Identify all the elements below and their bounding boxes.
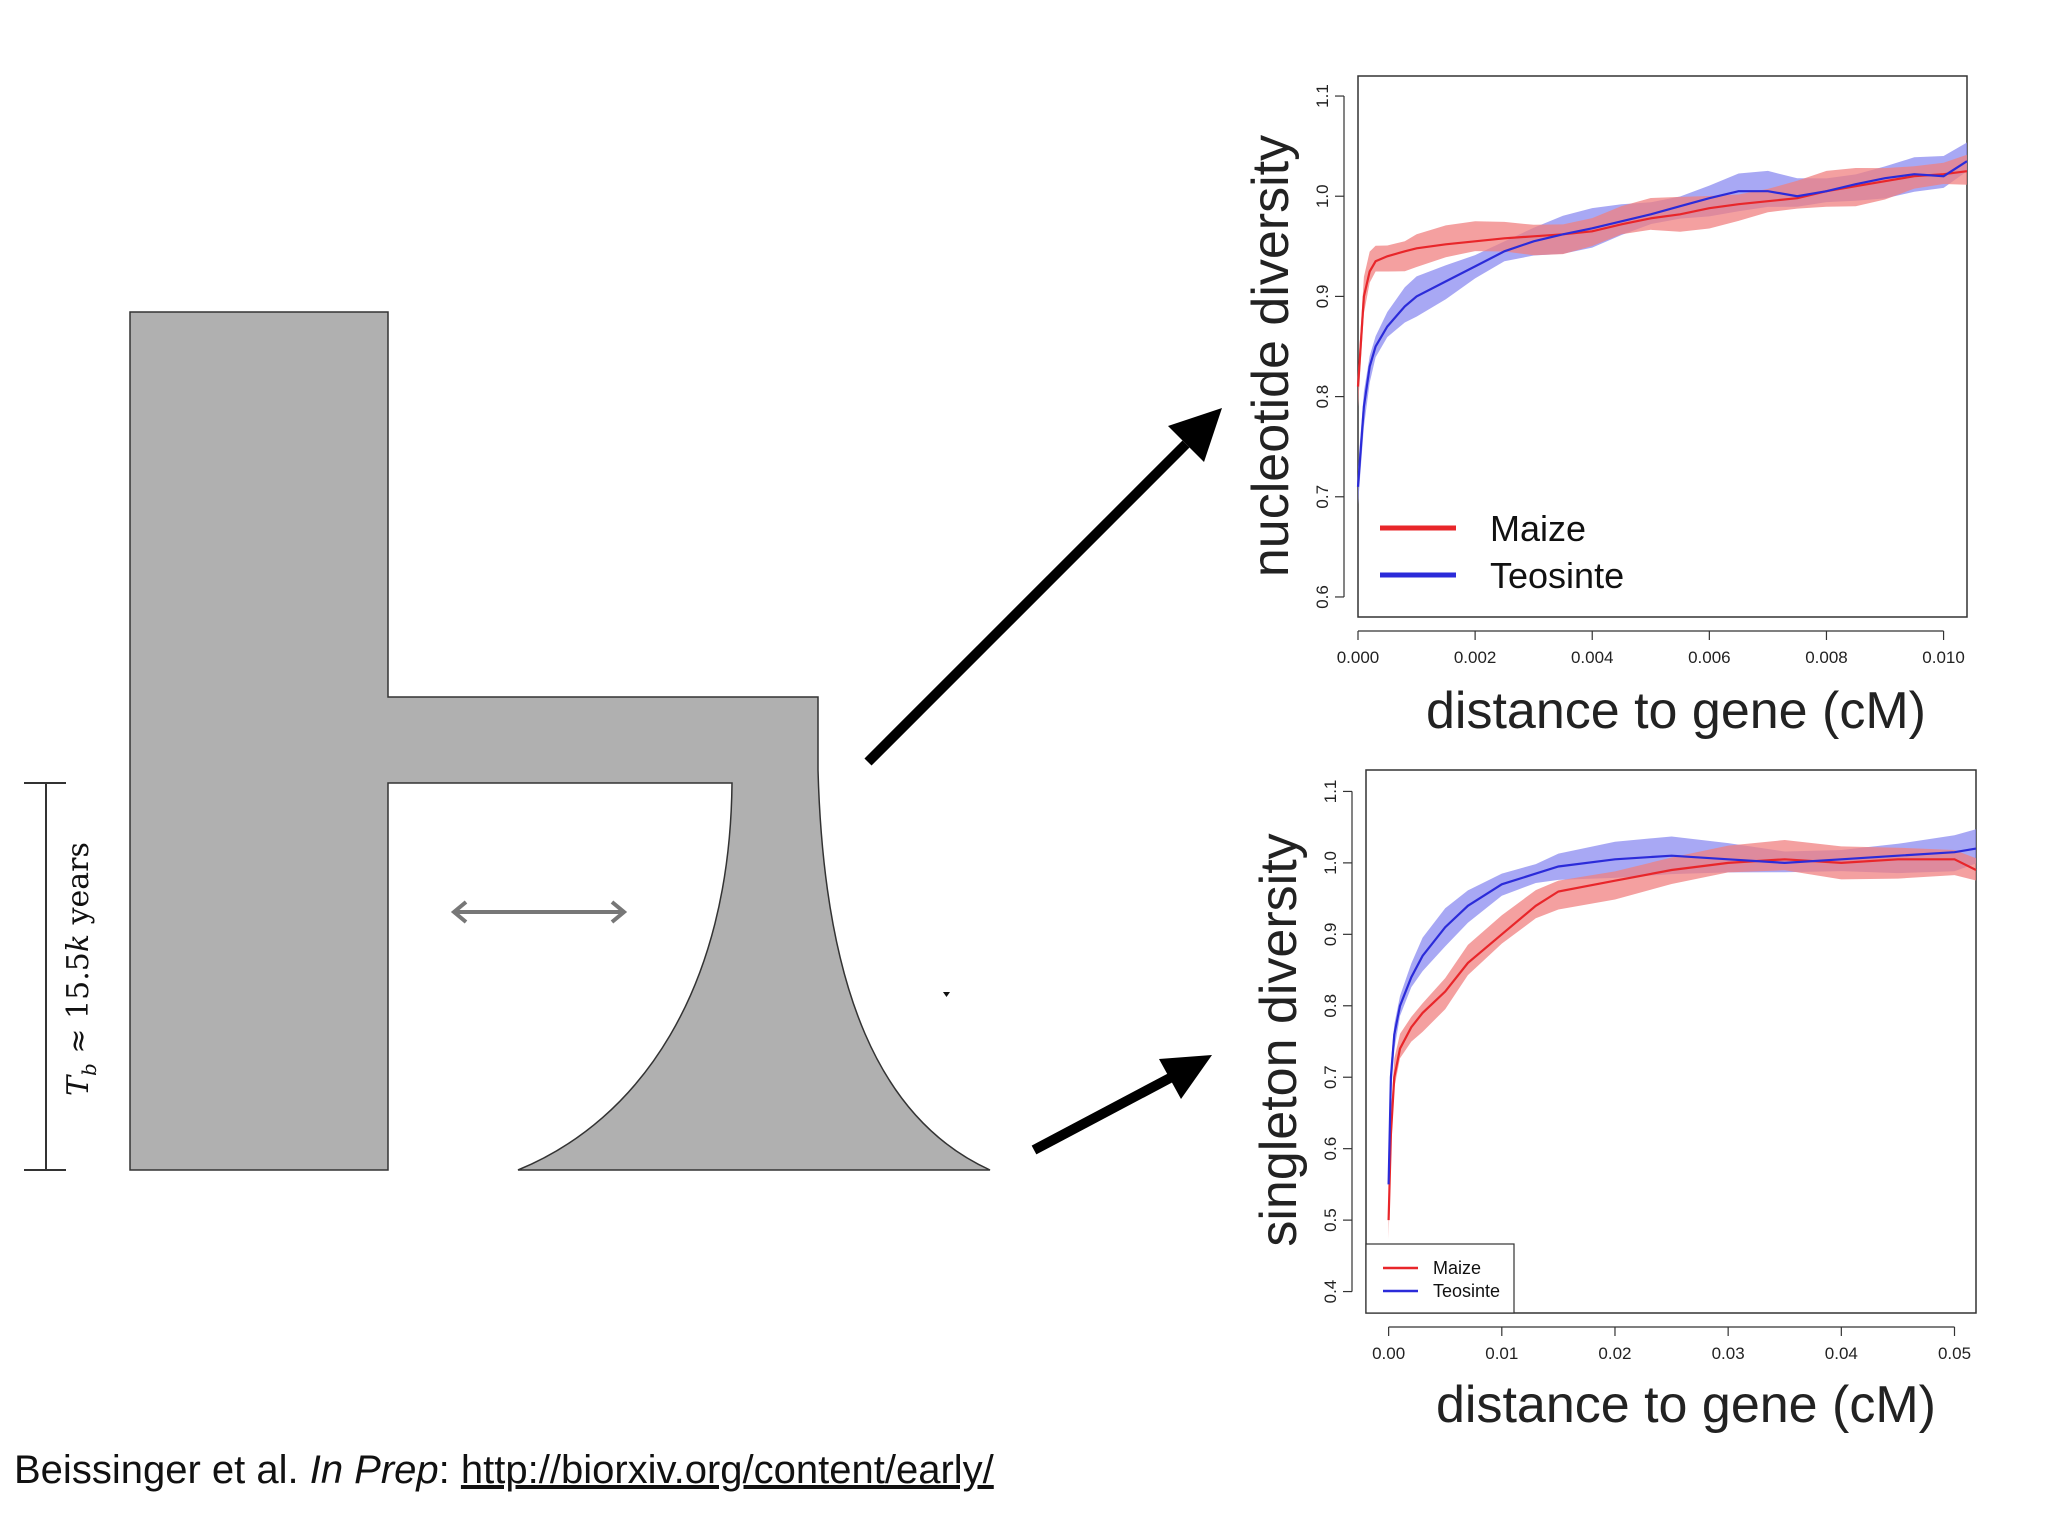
y-tick-label: 0.9	[1321, 923, 1340, 947]
y-tick-label: 0.7	[1313, 485, 1332, 509]
bottleneck-time-bracket	[24, 782, 66, 1171]
x-axis-title: distance to gene (cM)	[1426, 682, 1926, 740]
y-tick-label: 0.9	[1313, 285, 1332, 309]
demographic-model-diagram: Tb ≈ 15.5k years	[24, 311, 991, 1171]
y-tick-label: 0.7	[1321, 1065, 1340, 1089]
population-shape	[129, 311, 991, 1171]
y-tick-label: 0.6	[1313, 585, 1332, 609]
arrow-head-bottom	[1159, 1055, 1212, 1099]
x-tick-label: 0.01	[1485, 1344, 1518, 1363]
citation-status: In Prep	[309, 1448, 439, 1492]
legend-box	[1365, 1243, 1515, 1314]
series-line-teosinte	[1356, 160, 1968, 487]
x-axis-title: distance to gene (cM)	[1436, 1376, 1936, 1434]
y-axis-title: nucleotide diversity	[1242, 135, 1300, 577]
y-tick-label: 0.6	[1321, 1137, 1340, 1161]
confidence-band-maize	[1358, 154, 1967, 407]
nucleotide-diversity-chart: 0.000 0.002 0.004 0.006 0.008 0.010 0.6 0.7 0.8…	[1242, 75, 1968, 740]
x-tick-label: 0.05	[1938, 1344, 1971, 1363]
citation-authors: Beissinger et al.	[14, 1448, 310, 1492]
series-line-teosinte	[1387, 847, 1977, 1185]
legend-label-maize: Maize	[1433, 1258, 1481, 1278]
bottleneck-time-label: Tb ≈ 15.5k years	[61, 842, 101, 1096]
arrow-to-top-plot	[864, 440, 1190, 766]
y-tick-label: 1.1	[1321, 780, 1340, 804]
x-tick-label: 0.002	[1454, 648, 1497, 667]
y-tick-label: 0.8	[1313, 385, 1332, 409]
pointer-arrows	[864, 408, 1222, 1155]
legend: Maize Teosinte	[1380, 508, 1624, 596]
series-line-maize	[1356, 170, 1968, 387]
x-tick-label: 0.008	[1805, 648, 1848, 667]
y-tick-label: 0.5	[1321, 1208, 1340, 1232]
citation-link[interactable]: http://biorxiv.org/content/early/	[460, 1448, 994, 1492]
x-tick-label: 0.03	[1712, 1344, 1745, 1363]
series-line-maize	[1387, 858, 1977, 1221]
legend-label-teosinte: Teosinte	[1490, 555, 1624, 596]
y-tick-label: 1.0	[1321, 851, 1340, 875]
x-tick-label: 0.00	[1372, 1344, 1405, 1363]
legend-label-maize: Maize	[1490, 508, 1586, 549]
legend: Maize Teosinte	[1365, 1243, 1515, 1314]
citation: Beissinger et al. In Prep: http://biorxi…	[14, 1448, 994, 1493]
y-tick-label: 0.8	[1321, 994, 1340, 1018]
x-tick-label: 0.04	[1825, 1344, 1858, 1363]
y-tick-label: 1.1	[1313, 84, 1332, 108]
arrow-to-bottom-plot	[1031, 1073, 1173, 1155]
x-tick-label: 0.000	[1337, 648, 1380, 667]
legend-label-teosinte: Teosinte	[1433, 1281, 1500, 1301]
migration-double-arrow	[450, 900, 628, 924]
plot-frame	[1357, 75, 1968, 618]
y-tick-label: 1.0	[1313, 184, 1332, 208]
arrow-head-top	[1168, 408, 1222, 462]
singleton-diversity-chart: 0.00 0.01 0.02 0.03 0.04 0.05 0.4 0.5 0.6 0.7 0.8…	[1250, 769, 1977, 1434]
y-axis-title: singleton diversity	[1250, 833, 1308, 1246]
x-tick-label: 0.010	[1922, 648, 1965, 667]
x-tick-label: 0.02	[1598, 1344, 1631, 1363]
citation-colon: :	[438, 1448, 461, 1492]
x-tick-label: 0.004	[1571, 648, 1614, 667]
stray-mark	[943, 992, 950, 997]
y-tick-label: 0.4	[1321, 1280, 1340, 1304]
x-tick-label: 0.006	[1688, 648, 1731, 667]
